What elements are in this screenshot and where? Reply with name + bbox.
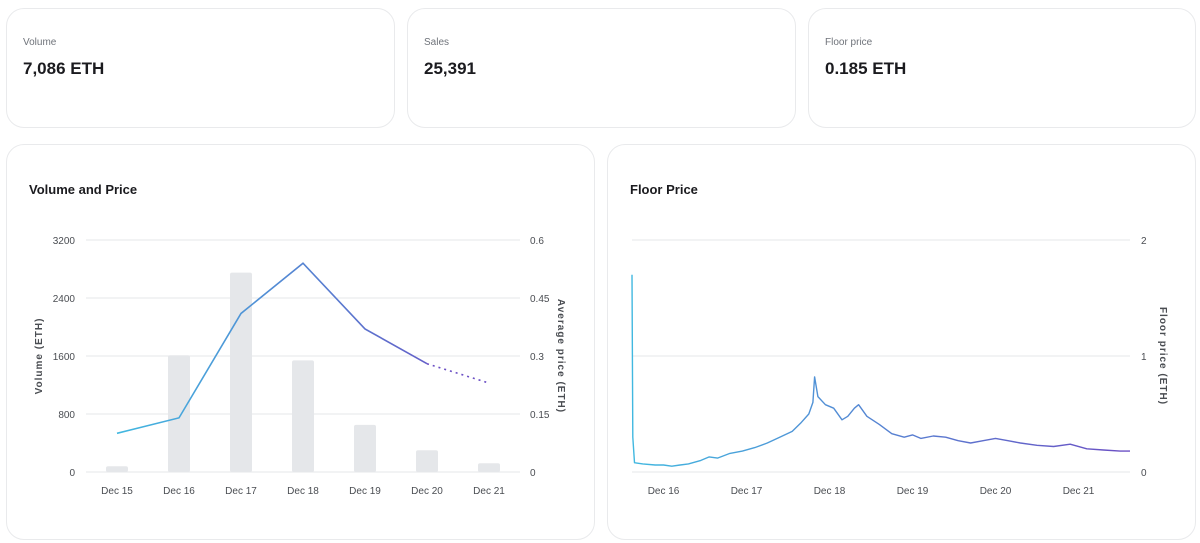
volume-bar	[106, 466, 128, 472]
x-tick-label: Dec 17	[731, 486, 763, 497]
x-tick-label: Dec 18	[287, 486, 319, 497]
stat-card-floor-price: Floor price 0.185 ETH	[808, 8, 1196, 128]
stat-card-sales: Sales 25,391	[407, 8, 796, 128]
y-tick-label-right: 0.6	[530, 236, 544, 247]
volume-bar	[416, 450, 438, 472]
stat-value: 25,391	[424, 59, 476, 78]
y-tick-label-left: 0	[69, 468, 75, 479]
y-tick-label-right: 0	[1141, 468, 1147, 479]
y-tick-label-left: 3200	[53, 236, 76, 247]
volume-price-card: Volume and Price	[6, 144, 595, 540]
average-price-line	[116, 262, 428, 435]
x-tick-label: Dec 17	[225, 486, 257, 497]
y-axis-title-left: Volume (ETH)	[34, 318, 45, 395]
x-tick-label: Dec 19	[897, 486, 929, 497]
y-tick-label-left: 800	[58, 410, 75, 421]
y-tick-label-left: 1600	[53, 352, 76, 363]
y-axis-title-right: Average price (ETH)	[555, 299, 566, 413]
floor-price-line	[631, 274, 1130, 467]
stat-card-volume: Volume 7,086 ETH	[6, 8, 395, 128]
y-tick-label-right: 0.45	[530, 294, 550, 305]
stat-label: Volume	[23, 37, 57, 48]
x-tick-label: Dec 16	[163, 486, 195, 497]
chart-title: Floor Price	[630, 182, 698, 197]
x-tick-label: Dec 21	[473, 486, 505, 497]
stat-value: 0.185 ETH	[825, 59, 907, 78]
stat-value: 7,086 ETH	[23, 59, 105, 78]
y-tick-label-right: 1	[1141, 352, 1147, 363]
y-axis-title-right: Floor price (ETH)	[1157, 307, 1168, 405]
average-price-projection	[426, 362, 490, 384]
x-tick-label: Dec 18	[814, 486, 846, 497]
x-tick-label: Dec 20	[411, 486, 443, 497]
floor-price-card: Floor Price	[607, 144, 1196, 540]
floor-price-chart: 0 1 2 Dec 16 Dec 17 Dec 18 Dec 19 Dec 20 Dec 21 F…	[631, 236, 1168, 497]
x-tick-label: Dec 19	[349, 486, 381, 497]
volume-bar	[168, 355, 190, 472]
volume-bar	[292, 360, 314, 472]
y-tick-label-left: 2400	[53, 294, 76, 305]
y-tick-label-right: 0.15	[530, 410, 550, 421]
y-tick-label-right: 2	[1141, 236, 1147, 247]
x-tick-label: Dec 16	[648, 486, 680, 497]
y-tick-label-right: 0.3	[530, 352, 544, 363]
stat-label: Sales	[424, 37, 450, 48]
x-tick-label: Dec 21	[1063, 486, 1095, 497]
chart-title: Volume and Price	[29, 182, 138, 197]
x-tick-label: Dec 20	[980, 486, 1012, 497]
volume-bar	[230, 272, 252, 472]
y-tick-label-right: 0	[530, 468, 536, 479]
volume-bar	[478, 463, 500, 472]
stat-label: Floor price	[825, 37, 873, 48]
volume-bar	[354, 424, 376, 472]
volume-price-chart: 0 800 1600 2400 3200 0 0.15 0.3 0.45 0.6 Dec 15 Dec…	[34, 236, 566, 497]
x-tick-label: Dec 15	[101, 486, 133, 497]
